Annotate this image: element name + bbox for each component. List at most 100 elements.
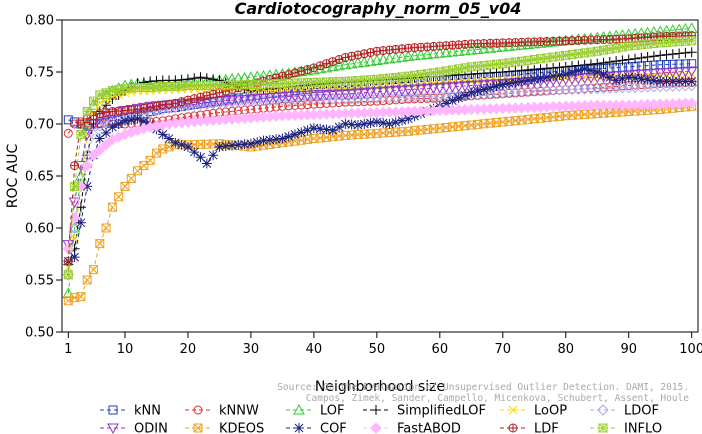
point-inflo xyxy=(372,74,382,84)
point-lof xyxy=(465,44,478,55)
point-odin xyxy=(440,82,452,94)
point-odin xyxy=(465,81,478,92)
legend-label: COF xyxy=(320,422,347,434)
point-odin xyxy=(257,93,270,105)
point-odin xyxy=(421,83,434,95)
point-inflo xyxy=(82,107,92,117)
point-inflo xyxy=(378,74,388,84)
point-lof xyxy=(433,47,446,58)
point-cof xyxy=(214,141,225,152)
point-inflo xyxy=(649,39,659,49)
point-odin xyxy=(452,81,465,93)
y-tick-label: 0.70 xyxy=(25,118,54,133)
legend-marker xyxy=(294,423,304,433)
point-cof xyxy=(126,114,137,125)
point-odin xyxy=(226,95,238,107)
legend-item-knnw: kNNW xyxy=(185,404,259,419)
point-cof xyxy=(680,76,691,87)
point-simplifiedlof xyxy=(674,48,685,59)
x-tick-label: 20 xyxy=(180,342,197,357)
point-odin xyxy=(666,67,679,79)
point-kdeos xyxy=(88,265,98,275)
legend-marker xyxy=(293,403,305,415)
legend-label: kNN xyxy=(134,404,161,419)
point-lof xyxy=(396,51,408,62)
point-cof xyxy=(667,76,678,87)
point-odin xyxy=(333,89,345,101)
point-cof xyxy=(403,113,414,124)
legend-label: KDEOS xyxy=(219,422,264,434)
point-cof xyxy=(510,77,521,88)
point-simplifiedlof xyxy=(655,50,666,61)
watermark-line-2: Campos, Zimek, Sander, Campello, Micenko… xyxy=(306,393,689,404)
point-inflo xyxy=(95,90,105,100)
point-cof xyxy=(346,119,357,130)
point-simplifiedlof xyxy=(661,49,672,60)
legend-item-cof: COF xyxy=(286,422,347,434)
point-inflo xyxy=(170,82,180,92)
x-tick-label: 50 xyxy=(369,342,386,357)
point-cof xyxy=(227,140,238,151)
point-cof xyxy=(157,129,168,140)
y-tick-label: 0.75 xyxy=(25,66,54,81)
point-cof xyxy=(378,117,389,128)
point-cof xyxy=(655,76,666,87)
point-cof xyxy=(283,131,294,142)
point-ldof xyxy=(503,86,515,99)
point-lof xyxy=(484,42,497,53)
point-cof xyxy=(170,137,181,148)
point-knn xyxy=(63,115,73,125)
point-inflo xyxy=(561,50,571,60)
point-inflo xyxy=(687,36,697,46)
point-cof xyxy=(327,125,338,136)
point-inflo xyxy=(485,60,495,70)
point-cof xyxy=(359,119,370,129)
legend-item-inflo: INFLO xyxy=(590,422,662,434)
point-lof xyxy=(402,50,415,61)
point-lof xyxy=(364,55,377,66)
point-ldf xyxy=(151,101,161,111)
legend-item-kdeos: KDEOS xyxy=(185,422,264,434)
point-odin xyxy=(276,92,289,103)
point-odin xyxy=(289,91,301,103)
point-cof xyxy=(101,127,112,138)
point-kdeos xyxy=(107,202,117,212)
point-cof xyxy=(541,72,552,83)
point-odin xyxy=(383,86,396,97)
y-tick-label: 0.65 xyxy=(25,170,54,185)
point-inflo xyxy=(145,83,155,93)
point-lof xyxy=(408,49,421,61)
point-cof xyxy=(258,135,269,146)
point-cof xyxy=(636,73,647,84)
point-kdeos xyxy=(101,223,111,233)
legend: kNN kNNW LOF SimplifiedLOF LoOP LDOF ODIN KDEOS… xyxy=(100,404,662,434)
point-inflo xyxy=(473,61,483,71)
x-tick-label: 60 xyxy=(432,342,449,357)
point-simplifiedlof xyxy=(680,47,691,58)
point-inflo xyxy=(479,61,489,71)
point-kdeos xyxy=(76,292,86,302)
legend-item-ldf: LDF xyxy=(500,422,559,434)
legend-label: kNNW xyxy=(219,404,259,419)
point-cof xyxy=(554,70,565,81)
legend-item-odin: ODIN xyxy=(100,422,168,434)
point-cof xyxy=(604,72,615,83)
x-tick-label: 80 xyxy=(557,342,574,357)
point-lof xyxy=(478,42,490,54)
point-odin xyxy=(459,81,471,92)
point-fastabod xyxy=(100,139,112,151)
point-lof xyxy=(326,60,339,72)
point-odin xyxy=(345,88,358,100)
point-odin xyxy=(371,87,383,98)
point-kdeos xyxy=(82,275,92,285)
point-cof xyxy=(560,69,571,80)
x-tick-label: 1 xyxy=(64,342,72,357)
point-lof xyxy=(490,41,503,53)
point-cof xyxy=(220,141,231,152)
point-cof xyxy=(189,147,200,158)
point-inflo xyxy=(599,45,609,55)
point-lof xyxy=(471,43,484,55)
point-odin xyxy=(364,87,377,99)
point-inflo xyxy=(504,58,514,68)
